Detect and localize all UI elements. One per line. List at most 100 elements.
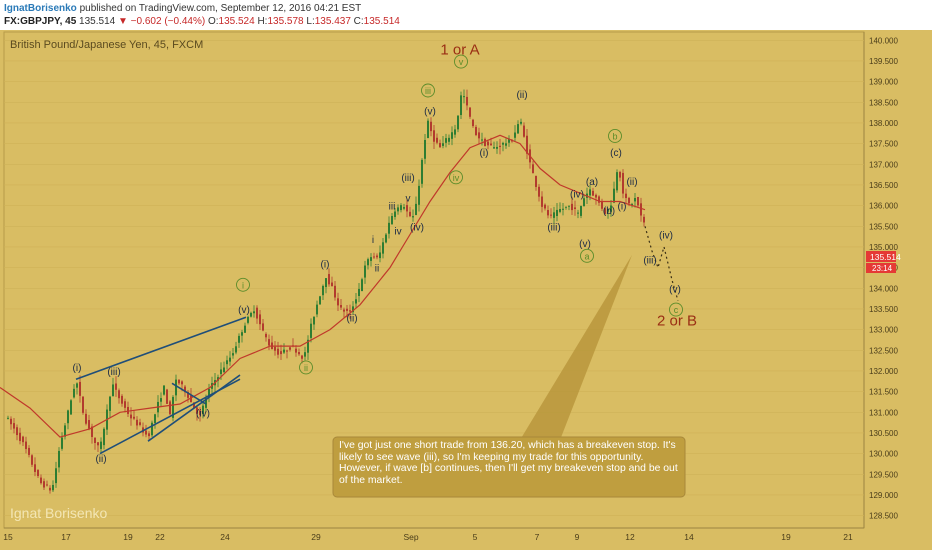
candle-body: [454, 129, 456, 135]
candle-body: [481, 139, 483, 141]
wave-circle: [299, 360, 313, 375]
wave-label: (ii): [626, 177, 637, 188]
symbol-label: FX:GBPJPY, 45: [4, 16, 77, 27]
wave-label-circled: iii: [425, 86, 431, 96]
candle-body: [205, 398, 207, 408]
published-text: published on TradingView.com, September …: [79, 3, 362, 14]
candle-body: [406, 205, 408, 212]
candle-body: [298, 352, 300, 355]
candle-body: [34, 464, 36, 472]
candle-body: [46, 484, 48, 486]
watermark: Ignat Borisenko: [10, 505, 107, 521]
candle-body: [568, 205, 570, 207]
wave-label: (iv): [659, 231, 673, 242]
candle-body: [631, 203, 633, 205]
candle-body: [118, 390, 120, 399]
x-tick-label: 15: [3, 532, 13, 542]
wave-label-circled: c: [674, 305, 679, 315]
candle-body: [307, 339, 309, 353]
candle-body: [265, 333, 267, 338]
close-value: 135.514: [363, 16, 400, 27]
y-tick-label: 139.000: [869, 78, 898, 87]
candle-body: [61, 437, 63, 449]
wave-label: (i): [73, 363, 82, 374]
candle-body: [52, 484, 54, 491]
candle-body: [355, 299, 357, 304]
candle-body: [28, 447, 30, 455]
candle-body: [340, 305, 342, 308]
x-tick-label: 14: [684, 532, 694, 542]
candle-body: [574, 207, 576, 209]
y-tick-label: 140.000: [869, 36, 898, 45]
candle-body: [310, 323, 312, 338]
candle-body: [379, 252, 381, 259]
price-tag: [866, 251, 896, 262]
candle-body: [553, 212, 555, 218]
candle-body: [7, 417, 9, 419]
price-tag-value: 135.514: [870, 252, 901, 262]
candle-body: [55, 468, 57, 484]
candle-body: [640, 203, 642, 216]
note-text-container: I've got just one short trade from 136.2…: [339, 440, 678, 486]
candle-body: [463, 96, 465, 98]
chart-title: British Pound/Japanese Yen, 45, FXCM: [10, 39, 203, 51]
candle-body: [148, 433, 150, 437]
open-value: 135.524: [218, 16, 255, 27]
candle-body: [43, 481, 45, 488]
candle-body: [37, 469, 39, 477]
candle-body: [58, 450, 60, 468]
candle-body: [388, 222, 390, 234]
wave-circle: [449, 170, 463, 185]
candle-body: [643, 216, 645, 223]
low-value: 135.437: [314, 16, 351, 27]
wave-circle: [669, 302, 683, 317]
wave-circle: [421, 83, 435, 98]
trendline: [147, 374, 241, 442]
publish-line: IgnatBorisenko published on TradingView.…: [4, 2, 361, 15]
candle-body: [364, 265, 366, 278]
candle-body: [397, 207, 399, 212]
candle-body: [82, 396, 84, 413]
candle-body: [376, 255, 378, 258]
candle-body: [160, 398, 162, 402]
down-arrow-icon: ▼: [117, 16, 128, 27]
last-price: 135.514: [79, 16, 116, 27]
candle-body: [67, 410, 69, 424]
x-tick-label: 19: [123, 532, 133, 542]
candle-body: [472, 119, 474, 127]
candle-body: [331, 282, 333, 287]
candle-body: [112, 384, 114, 397]
x-tick-label: 9: [575, 532, 580, 542]
wave-label: iv: [394, 227, 401, 238]
candle-body: [508, 138, 510, 143]
candle-body: [97, 442, 99, 446]
candle-body: [64, 425, 66, 437]
candle-body: [436, 137, 438, 143]
candle-body: [484, 138, 486, 147]
candle-body: [154, 414, 156, 424]
candle-body: [253, 311, 255, 314]
x-axis-ticks: 15 17 19 22 24 29 Sep 5 7 9 12 14 19 21: [3, 532, 853, 542]
y-axis-ticks: 140.000 139.500 139.000 138.500 138.000 137.5…: [869, 36, 898, 520]
candle-body: [88, 420, 90, 429]
candle-body: [172, 396, 174, 418]
candle-body: [85, 413, 87, 424]
candle-body: [193, 402, 195, 409]
candle-body: [607, 208, 609, 212]
candle-body: [199, 410, 201, 416]
projection-path: [644, 226, 679, 301]
candle-body: [25, 441, 27, 450]
price-chart[interactable]: 140.000 139.500 139.000 138.500 138.000 137.5…: [0, 30, 932, 550]
candle-body: [526, 135, 528, 154]
candle-body: [250, 312, 252, 317]
wave-label: (v): [669, 284, 681, 295]
wave-label: (ii): [346, 313, 357, 324]
candle-body: [196, 407, 198, 414]
candle-body: [625, 193, 627, 199]
author-link[interactable]: IgnatBorisenko: [4, 3, 77, 14]
note-text: I've got just one short trade from 136.2…: [339, 440, 678, 486]
candle-body: [514, 132, 516, 138]
wave-label-circled: i: [242, 280, 244, 290]
wave-label: (v): [579, 239, 591, 250]
moving-average-line: [0, 134, 646, 438]
